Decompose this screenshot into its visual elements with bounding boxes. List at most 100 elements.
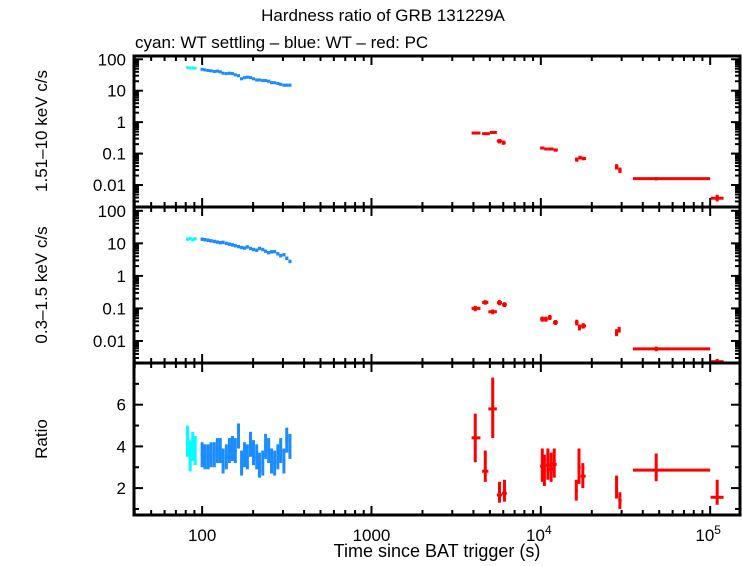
data-point-pc [574,319,579,326]
data-point-wt [267,250,271,255]
data-point-pc [615,329,619,337]
data-point-pc [581,323,587,329]
data-point-wt [206,444,210,470]
data-point-pc [488,377,497,439]
data-point-wt [273,81,277,85]
data-point-wt [273,249,277,254]
data-point-wt [255,444,259,470]
data-point-pc [615,475,619,499]
data-point-wt [282,253,286,257]
x-axis-label: Time since BAT trigger (s) [333,541,541,561]
data-point-wt [261,79,265,83]
data-point-wt [212,69,216,73]
data-point-wt [233,73,237,77]
data-point-pc [632,346,711,352]
data-point-pc [502,302,507,308]
data-point-wt [276,252,280,256]
data-point-wt [251,77,255,81]
data-point-wt [282,448,286,474]
data-point-wt [251,440,255,466]
data-point-wt [279,254,283,258]
data-point-pc [552,448,557,478]
y-tick-label: 2 [117,479,126,498]
data-point-wt [237,244,241,249]
data-point-wt-settling [186,425,190,457]
y-tick-label: 100 [98,202,126,221]
data-point-wt [264,249,268,253]
data-point-wt [245,75,249,79]
panel-frame [132,205,742,365]
x-tick-label: 1000 [353,526,391,545]
data-point-wt [221,448,225,474]
data-point-wt [200,237,204,241]
y-tick-label: 6 [117,396,126,415]
data-point-pc [540,316,545,322]
data-point-wt [218,241,222,245]
data-point-wt [282,83,286,87]
data-point-pc [553,148,558,152]
data-point-wt [245,245,249,249]
data-point-wt [206,238,210,243]
data-point-wt [206,68,210,72]
data-point-pc [553,320,558,325]
data-point-wt [224,444,228,470]
data-point-pc [632,176,711,181]
data-point-wt [212,239,216,244]
data-point-wt [276,81,280,85]
data-point-wt [285,83,289,87]
data-point-wt-settling [191,238,195,242]
y-tick-label: 0.1 [102,299,126,318]
data-point-wt [245,444,249,470]
data-point-wt-settling [186,237,190,241]
data-point-wt [267,438,271,464]
data-point-pc [615,164,619,170]
data-point-wt [230,72,234,76]
data-point-wt [237,74,241,78]
data-point-wt-settling [193,66,197,70]
data-point-wt [209,442,213,468]
data-point-wt [203,444,207,470]
y-tick-label: 100 [98,50,126,69]
y-tick-label: 0.01 [93,176,126,195]
data-point-wt [279,82,283,86]
data-point-wt-settling [188,66,192,70]
panel-frame [132,54,742,209]
data-point-wt [288,259,292,264]
data-point-wt [243,76,247,80]
data-point-wt [273,450,277,476]
data-point-wt [257,246,261,251]
data-point-wt [227,242,231,246]
data-point-wt-settling [188,440,192,472]
data-point-wt [203,68,207,72]
data-point-wt [200,67,204,71]
data-point-pc [488,309,497,315]
data-point-pc [543,316,548,322]
data-point-pc [489,130,497,134]
data-point-wt [248,246,252,251]
data-point-wt [218,438,222,464]
data-point-wt [230,243,234,247]
data-point-pc [502,479,507,502]
data-point-pc [542,454,546,487]
data-point-pc [617,326,621,333]
data-point-pc [471,305,481,312]
data-point-wt [285,427,289,453]
data-point-pc [482,300,489,305]
data-point-pc [471,413,481,463]
data-point-wt [237,423,241,449]
data-point-wt [221,71,225,75]
y-tick-label: 1 [117,113,126,132]
data-point-wt [215,438,219,464]
data-point-pc [482,132,490,136]
x-tick-label: 104 [526,523,552,545]
data-point-wt [251,247,255,252]
data-point-pc [574,479,578,501]
data-point-wt [261,247,265,252]
y-tick-label: 10 [107,82,126,101]
data-point-wt [276,444,280,470]
data-point-wt [288,433,292,459]
data-point-wt [248,431,252,457]
data-point-pc [547,147,554,151]
data-point-wt [279,438,283,464]
data-point-wt [255,78,259,82]
